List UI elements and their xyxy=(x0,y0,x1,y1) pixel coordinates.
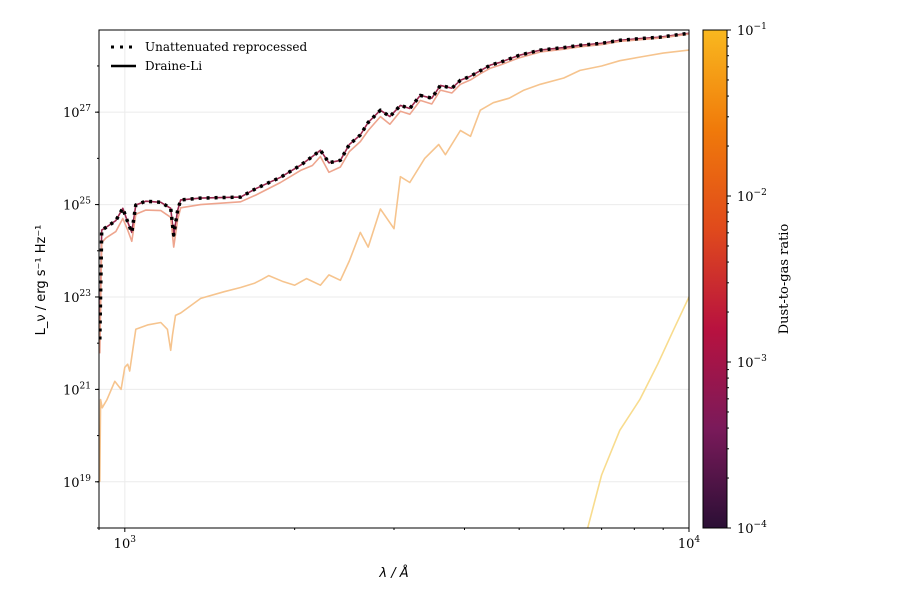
series-line-draine-li-orange xyxy=(99,49,689,482)
y-axis-label: L_ν / erg s⁻¹ Hz⁻¹ xyxy=(34,225,49,336)
colorbar-ticks: 10−1 10−2 10−3 10−4 xyxy=(727,22,767,537)
colorbar xyxy=(702,29,728,529)
x-tick-label: 104 xyxy=(678,535,701,552)
y-tick-label: 1019 xyxy=(63,474,91,491)
x-axis-label: λ / Å xyxy=(378,565,408,581)
series-line-draine-li-salmon xyxy=(99,33,689,354)
axis-ticks: 103 104 1019 1021 1023 1025 1027 xyxy=(63,65,701,552)
grid-lines xyxy=(99,30,690,528)
y-tick-label: 1027 xyxy=(63,104,91,121)
colorbar-tick-label: 10−1 xyxy=(737,22,767,39)
series-group xyxy=(99,31,689,528)
x-tick-label: 103 xyxy=(114,535,137,552)
y-tick-label: 1023 xyxy=(63,289,91,306)
legend-label-unattenuated: Unattenuated reprocessed xyxy=(145,40,307,54)
series-line-draine-li-yellow xyxy=(586,296,689,528)
y-tick-label: 1021 xyxy=(63,381,91,398)
series-line-unattenuated-reprocessed xyxy=(99,31,689,340)
legend: Unattenuated reprocessed Draine-Li xyxy=(111,40,307,73)
colorbar-tick-label: 10−2 xyxy=(737,188,767,205)
legend-label-draine-li: Draine-Li xyxy=(145,59,202,73)
series-line-draine-li-dark xyxy=(99,32,689,340)
colorbar-tick-label: 10−3 xyxy=(737,354,767,371)
y-tick-label: 1025 xyxy=(63,197,91,214)
plot-frame xyxy=(98,29,690,529)
colorbar-tick-label: 10−4 xyxy=(737,520,767,537)
colorbar-label: Dust-to-gas ratio xyxy=(777,224,792,335)
